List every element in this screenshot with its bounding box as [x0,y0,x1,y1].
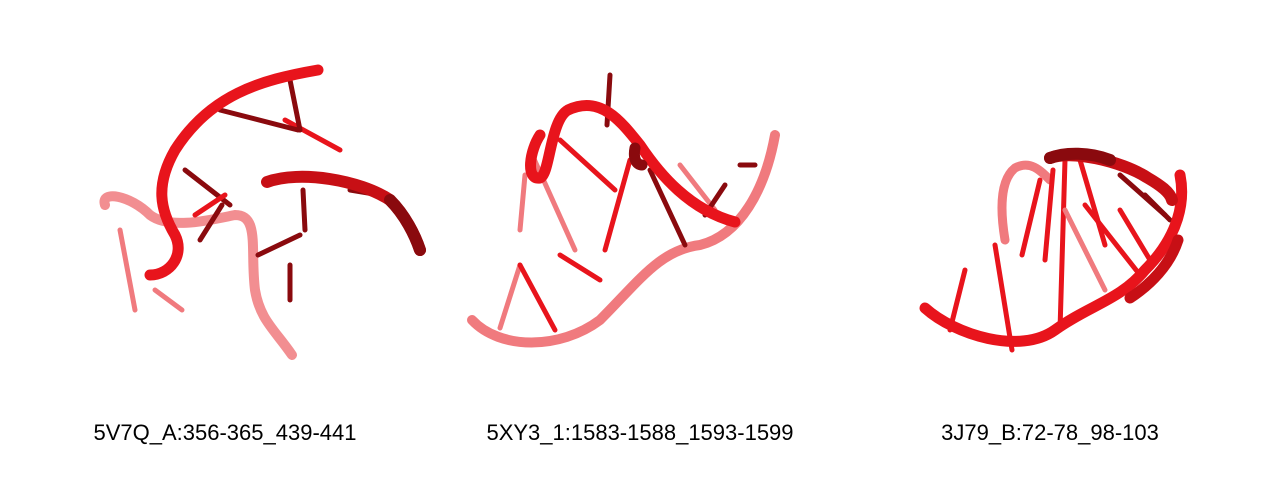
structure-panel-3: 3J79_B:72-78_98-103 [880,0,1220,480]
rna-structure-render-2 [467,72,780,348]
rna-structure-render-1 [99,64,426,360]
structure-panel-2: 5XY3_1:1583-1588_1593-1599 [450,0,830,480]
structure-panel-1: 5V7Q_A:356-365_439-441 [60,0,440,480]
structure-label: 3J79_B:72-78_98-103 [941,420,1159,445]
structure-label: 5XY3_1:1583-1588_1593-1599 [486,420,794,445]
structure-label: 5V7Q_A:356-365_439-441 [93,420,357,445]
rna-structure-render-3 [919,147,1188,353]
